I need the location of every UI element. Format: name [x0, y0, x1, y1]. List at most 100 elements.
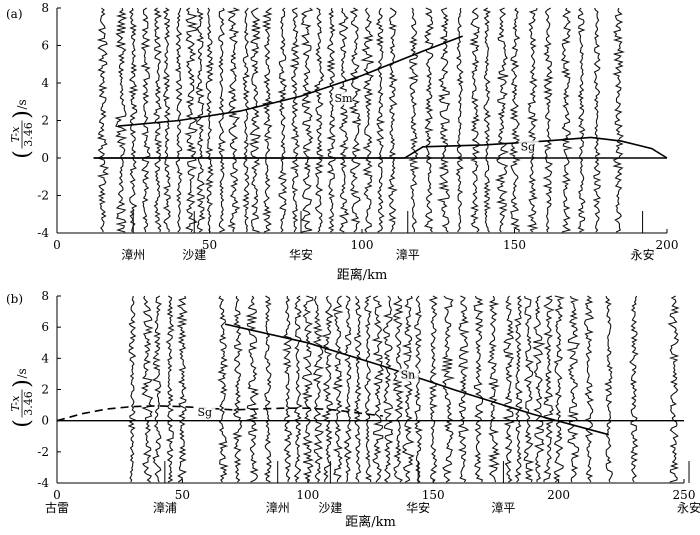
seismic-trace — [407, 7, 420, 233]
y-tick-label: -4 — [37, 226, 49, 240]
seismic-trace — [473, 295, 484, 483]
seismic-trace — [332, 295, 344, 483]
y-tick-label: 6 — [41, 320, 49, 334]
seismic-trace — [364, 295, 373, 483]
seismic-trace — [603, 295, 613, 483]
station-label: 沙建 — [182, 248, 206, 262]
station-label: 漳州 — [266, 500, 290, 515]
seismic-trace — [387, 7, 399, 233]
x-tick-label: 150 — [422, 488, 445, 502]
seismic-trace — [226, 7, 241, 233]
seismic-trace — [348, 7, 362, 233]
x-tick-label: 50 — [175, 488, 190, 502]
curve-label-bg — [332, 91, 353, 105]
y-tick-label: 2 — [41, 383, 49, 397]
station-label: 古雷 — [45, 500, 69, 515]
y-tick-label: 8 — [41, 289, 49, 303]
seismic-trace — [667, 295, 680, 483]
seismic-trace — [281, 295, 293, 483]
station-label: 漳平 — [396, 247, 420, 262]
y-tick-label: 6 — [41, 39, 49, 53]
curve-sg — [56, 405, 384, 422]
seismic-trace — [502, 295, 515, 483]
seismic-trace — [204, 7, 215, 233]
seismic-trace — [553, 295, 565, 483]
seismic-trace — [482, 7, 492, 233]
x-tick-label: 250 — [673, 488, 696, 502]
seismic-trace — [523, 295, 535, 483]
x-tick-label: 100 — [296, 488, 319, 502]
y-tick-label: 0 — [41, 151, 49, 165]
y-label-close-paren: ) — [10, 110, 35, 119]
y-label-unit: /s — [15, 368, 29, 378]
curve-label-bg — [518, 140, 539, 154]
seismic-trace — [337, 7, 350, 233]
y-axis-label: (T-x 3.46)/s — [9, 368, 35, 428]
seismic-trace — [577, 7, 586, 233]
x-tick-label: 200 — [547, 488, 570, 502]
y-label-denominator: 3.46 — [22, 122, 35, 147]
seismic-trace — [382, 295, 394, 483]
y-label-unit: /s — [15, 99, 29, 109]
seismic-trace — [543, 295, 555, 482]
seismic-trace — [140, 295, 154, 483]
y-tick-label: 4 — [41, 76, 49, 90]
station-label: 漳浦 — [153, 500, 177, 515]
seismic-trace — [301, 295, 314, 483]
y-axis-label: (T-x 3.46)/s — [9, 99, 35, 159]
seismic-trace — [440, 295, 456, 483]
y-label-open-paren: ( — [10, 419, 35, 428]
seismic-trace — [320, 295, 334, 483]
seismic-trace — [371, 295, 384, 483]
seismic-trace — [353, 295, 362, 483]
seismic-trace — [375, 7, 386, 233]
seismic-trace — [343, 295, 353, 483]
y-tick-label: 2 — [41, 114, 49, 128]
seismic-trace — [96, 7, 110, 233]
seismic-trace — [360, 7, 375, 233]
y-tick-label: 8 — [41, 1, 49, 15]
station-label: 漳州 — [121, 247, 145, 262]
curve-sm — [117, 35, 463, 127]
seismic-trace — [457, 295, 471, 483]
seismic-trace — [232, 295, 243, 483]
y-tick-label: -2 — [37, 189, 49, 203]
station-label: 华安 — [406, 500, 430, 515]
station-label: 永安 — [677, 500, 700, 515]
station-label: 华安 — [289, 247, 313, 262]
seismic-trace — [313, 7, 325, 233]
y-label-open-paren: ( — [10, 150, 35, 159]
seismic-trace — [559, 7, 573, 233]
seismic-trace — [162, 7, 171, 233]
seismic-trace — [423, 7, 435, 233]
seismic-trace — [455, 7, 464, 233]
curve-label: Sm — [335, 92, 354, 105]
x-tick-label: 150 — [503, 238, 526, 252]
y-tick-label: -2 — [37, 445, 49, 459]
x-tick-label: 100 — [351, 238, 374, 252]
seismic-trace — [468, 7, 481, 233]
curve-label: Sn — [401, 369, 416, 382]
station-label: 沙建 — [318, 501, 342, 515]
seismic-trace — [217, 7, 227, 233]
curve-label-bg — [398, 368, 419, 382]
seismic-trace — [293, 295, 303, 483]
seismic-trace — [612, 7, 625, 233]
seismic-trace — [217, 295, 229, 483]
y-tick-label: -4 — [37, 476, 49, 490]
panel-b: -4 -2 0 2 4 6 8 0 50 100 150 200 250 Sg Sn 古雷 漳浦 漳州 沙建 华安 漳平… — [6, 289, 700, 530]
seismic-trace — [127, 295, 137, 483]
seismic-trace — [592, 7, 602, 233]
seismic-trace — [152, 295, 162, 483]
seismic-trace — [436, 7, 451, 233]
curve-label: Sg — [197, 406, 212, 419]
seismic-trace — [326, 7, 336, 233]
y-tick-label: 4 — [41, 351, 49, 365]
x-tick-label: 200 — [656, 238, 679, 252]
seismic-trace — [245, 295, 260, 483]
seismic-trace — [248, 7, 262, 233]
seismic-trace — [487, 295, 501, 483]
x-axis-label: 距离/km — [345, 514, 396, 530]
seismic-trace — [526, 7, 539, 233]
